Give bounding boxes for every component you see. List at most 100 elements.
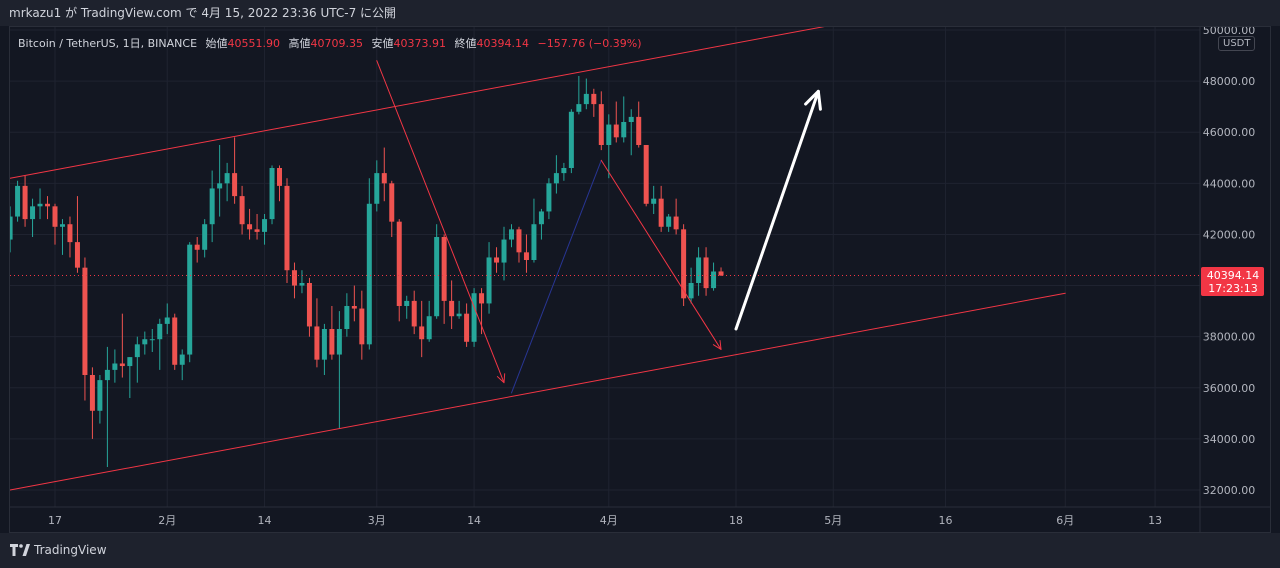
candle-body: [112, 363, 118, 370]
candle-body: [666, 216, 672, 227]
candle-body: [606, 124, 612, 145]
candle-body: [329, 329, 335, 355]
time-tick-label: 2月: [158, 514, 176, 527]
tradingview-logo[interactable]: TradingView: [10, 543, 107, 557]
candle-body: [516, 229, 522, 253]
price-tag-countdown: 17:23:13: [1208, 282, 1257, 295]
price-tag-value: 40394.14: [1207, 269, 1260, 282]
tradingview-logo-icon: [10, 544, 30, 556]
publish-header: mrkazu1 が TradingView.com で 4月 15, 2022 …: [0, 0, 1280, 26]
price-tick-label: 48000.00: [1203, 75, 1256, 88]
candle-body: [127, 357, 133, 367]
candle-body: [426, 316, 432, 340]
candle-body: [583, 93, 589, 105]
candle-body: [59, 224, 65, 227]
candle-body: [718, 271, 724, 276]
open-label: 始値: [205, 37, 228, 50]
candle-body: [321, 329, 327, 360]
candle-body: [471, 293, 477, 342]
tradingview-wordmark: TradingView: [34, 543, 107, 557]
candle-body: [643, 145, 649, 204]
candle-body: [351, 306, 357, 309]
line-blue-line: [510, 159, 602, 394]
candle-body: [247, 224, 253, 230]
candle-body: [688, 283, 694, 299]
candle-body: [621, 122, 627, 138]
high-value: 40709.35: [310, 37, 364, 50]
drawings: [10, 27, 1200, 491]
candle-body: [164, 317, 170, 324]
time-tick-label: 5月: [824, 514, 842, 527]
price-tick-label: 44000.00: [1203, 177, 1256, 190]
candle-body: [89, 375, 95, 411]
time-axis[interactable]: 17 2月 14 3月 14 4月 18 5月 16 6月 13: [48, 514, 1162, 527]
candle-body: [411, 300, 417, 327]
price-tick-label: 38000.00: [1203, 331, 1256, 344]
candle-body: [546, 183, 552, 212]
candle-body: [381, 173, 387, 184]
candle-body: [202, 224, 208, 250]
time-tick-label: 16: [939, 514, 953, 527]
last-price-tag: 40394.14 17:23:13: [1201, 267, 1264, 296]
candle-body: [696, 257, 702, 283]
price-tick-label: 36000.00: [1203, 382, 1256, 395]
candle-body: [67, 224, 73, 243]
time-tick-label: 17: [48, 514, 62, 527]
candle-body: [104, 369, 110, 381]
candle-body: [172, 317, 178, 365]
candle-body: [194, 244, 200, 250]
candle-body: [37, 203, 43, 207]
candle-body: [711, 271, 717, 289]
candle-body: [703, 257, 709, 289]
candle-body: [396, 221, 402, 306]
currency-button[interactable]: USDT: [1218, 36, 1256, 51]
candle-body: [508, 229, 514, 240]
candle-body: [314, 326, 320, 360]
candle-body: [142, 339, 148, 345]
candle-body: [179, 354, 185, 365]
time-tick-label: 3月: [368, 514, 386, 527]
candle-body: [209, 188, 215, 225]
price-axis[interactable]: 32000.0034000.0036000.0038000.0040000.00…: [1203, 27, 1256, 497]
candle-body: [336, 329, 342, 355]
channel-upper-line: [10, 27, 825, 179]
candle-body: [531, 224, 537, 260]
time-tick-label: 14: [467, 514, 481, 527]
candle-body: [232, 173, 238, 197]
candle-body: [494, 257, 500, 263]
candle-body: [82, 267, 88, 375]
candle-body: [149, 339, 155, 341]
candle-body: [217, 183, 223, 189]
candlestick-chart[interactable]: 32000.0034000.0036000.0038000.0040000.00…: [10, 27, 1271, 533]
candles: [10, 76, 724, 467]
candle-body: [449, 300, 455, 317]
price-tick-label: 46000.00: [1203, 126, 1256, 139]
candle-body: [97, 380, 103, 411]
candle-body: [523, 252, 529, 260]
arrow-red-line: [600, 159, 722, 350]
chart-panel[interactable]: 32000.0034000.0036000.0038000.0040000.00…: [9, 26, 1271, 533]
candle-body: [224, 173, 230, 184]
price-tick-label: 50000.00: [1203, 27, 1256, 37]
candle-body: [628, 116, 634, 122]
candle-body: [434, 237, 440, 317]
candle-body: [561, 168, 567, 174]
candle-body: [538, 211, 544, 225]
candle-body: [636, 116, 642, 145]
arrow-red-head: [712, 340, 722, 350]
channel-lower-line: [10, 292, 1066, 491]
candle-body: [419, 326, 425, 340]
candle-body: [15, 185, 21, 217]
time-tick-label: 18: [729, 514, 743, 527]
price-tick-label: 34000.00: [1203, 433, 1256, 446]
candle-body: [277, 168, 283, 186]
candle-body: [651, 198, 657, 204]
arrow-white-line: [734, 89, 820, 331]
price-tag-box: [1201, 267, 1264, 296]
arrow-red-head: [496, 373, 506, 384]
symbol-legend: Bitcoin / TetherUS, 1日, BINANCE 始値40551.…: [18, 35, 642, 51]
candle-body: [613, 124, 619, 138]
candle-body: [568, 111, 574, 168]
price-tick-label: 42000.00: [1203, 228, 1256, 241]
candle-body: [359, 308, 365, 345]
